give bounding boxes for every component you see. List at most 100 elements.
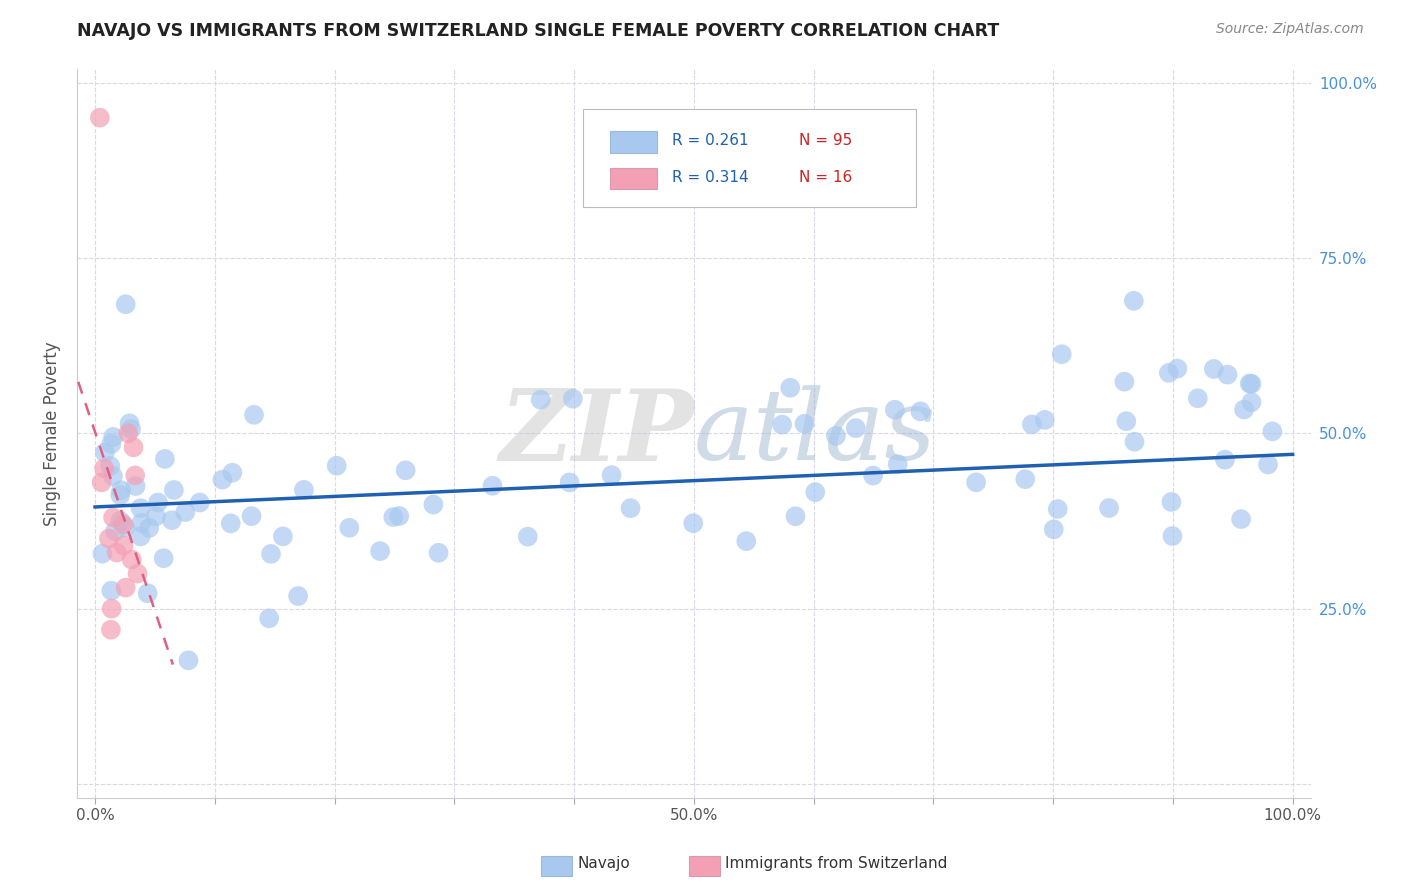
Point (1157, 366, 1180, 380)
Point (1239, 376, 1261, 391)
Point (804, 485, 827, 500)
Point (1114, 375, 1136, 389)
Point (793, 417, 815, 431)
Point (862, 468, 884, 483)
Point (129, 529, 152, 543)
Point (114, 581, 136, 595)
Text: N = 95: N = 95 (799, 134, 852, 148)
Point (145, 509, 167, 524)
Point (910, 404, 932, 418)
FancyBboxPatch shape (583, 109, 915, 207)
Point (825, 429, 848, 443)
Point (110, 514, 132, 528)
Text: R = 0.261: R = 0.261 (672, 134, 748, 148)
Point (1261, 425, 1284, 439)
Point (152, 551, 174, 566)
Point (337, 521, 360, 535)
Point (619, 501, 641, 516)
Point (382, 510, 405, 524)
Text: NAVAJO VS IMMIGRANTS FROM SWITZERLAND SINGLE FEMALE POVERTY CORRELATION CHART: NAVAJO VS IMMIGRANTS FROM SWITZERLAND SI… (77, 22, 1000, 40)
Point (292, 483, 315, 497)
Point (100, 623, 122, 637)
Point (785, 509, 807, 524)
Text: N = 16: N = 16 (799, 170, 852, 186)
Point (153, 451, 176, 466)
Point (427, 546, 450, 560)
Point (124, 479, 146, 493)
Point (101, 510, 124, 524)
Point (883, 402, 905, 417)
Point (219, 516, 242, 531)
Point (1230, 512, 1253, 526)
Point (89, 111, 111, 125)
Point (735, 534, 758, 549)
Point (138, 521, 160, 535)
Point (240, 509, 263, 524)
Point (163, 483, 186, 497)
Point (118, 417, 141, 431)
Point (1240, 376, 1263, 391)
Point (1166, 361, 1188, 376)
Point (965, 475, 987, 490)
Point (100, 437, 122, 451)
Point (1123, 434, 1146, 449)
Point (682, 516, 704, 531)
Point (1042, 522, 1064, 536)
Text: Source: ZipAtlas.com: Source: ZipAtlas.com (1216, 22, 1364, 37)
Point (271, 529, 294, 543)
Point (1014, 472, 1036, 486)
Point (94, 445, 117, 459)
Point (1233, 402, 1256, 417)
Point (1050, 347, 1073, 361)
Point (101, 469, 124, 483)
Point (1122, 293, 1144, 308)
Point (90, 475, 112, 490)
Bar (610, 168, 657, 189)
Point (120, 422, 142, 436)
Point (388, 509, 411, 524)
Point (146, 495, 169, 509)
Point (257, 611, 280, 625)
Text: atlas: atlas (693, 385, 936, 481)
Point (114, 520, 136, 534)
Point (93, 461, 115, 475)
Point (1160, 495, 1182, 509)
Point (112, 539, 135, 553)
Text: Immigrants from Switzerland: Immigrants from Switzerland (725, 856, 948, 871)
Point (779, 381, 801, 395)
Point (117, 426, 139, 441)
Text: Navajo: Navajo (578, 856, 631, 871)
Point (98, 458, 121, 473)
Point (114, 297, 136, 311)
Point (1216, 368, 1239, 382)
Point (177, 653, 200, 667)
Point (174, 505, 197, 519)
Point (1161, 529, 1184, 543)
Point (105, 545, 128, 559)
Point (845, 421, 868, 435)
Point (368, 544, 391, 558)
Point (110, 483, 132, 498)
Y-axis label: Single Female Poverty: Single Female Poverty (44, 341, 60, 525)
Point (131, 516, 153, 530)
Point (516, 530, 538, 544)
Bar (610, 130, 657, 153)
Point (129, 501, 152, 516)
Point (1240, 395, 1263, 409)
Point (1033, 413, 1056, 427)
Text: ZIP: ZIP (499, 385, 693, 482)
Point (243, 408, 266, 422)
Point (110, 488, 132, 502)
Point (395, 463, 418, 477)
Point (221, 466, 243, 480)
Point (124, 468, 146, 483)
Point (325, 458, 347, 473)
Point (886, 457, 908, 471)
Point (100, 583, 122, 598)
Point (1021, 417, 1043, 432)
Point (112, 517, 135, 532)
Point (122, 440, 145, 454)
Point (600, 468, 623, 483)
Point (260, 547, 283, 561)
Point (1046, 502, 1069, 516)
